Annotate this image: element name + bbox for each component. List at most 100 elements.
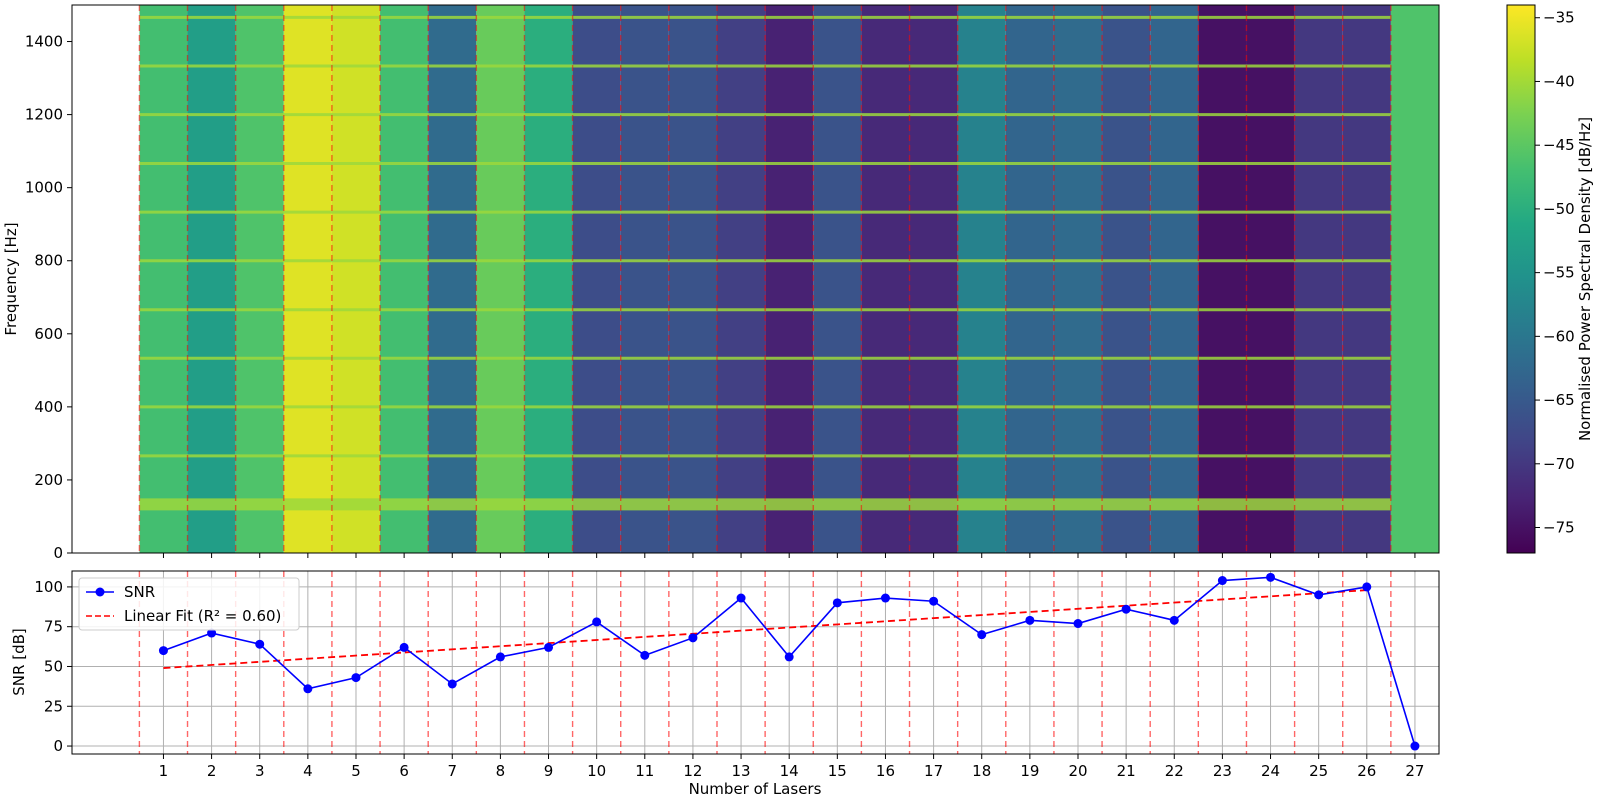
snr-y-tick-label: 0 [53, 737, 63, 755]
snr-x-tick-label: 3 [255, 762, 265, 780]
snr-x-tick-label: 22 [1165, 762, 1184, 780]
snr-x-tick-label: 27 [1405, 762, 1424, 780]
spectrogram-segment [1150, 5, 1199, 553]
spectrogram-segment [620, 5, 669, 553]
colorbar-tick-label: −35 [1543, 9, 1575, 27]
spectrogram-segment [187, 5, 236, 553]
spectrogram-segment [1198, 5, 1247, 553]
legend-entry-snr: SNR [86, 583, 155, 601]
spectrogram-segment [476, 5, 525, 553]
colorbar-tick-label: −40 [1543, 72, 1575, 90]
snr-point [592, 617, 602, 627]
spectrogram-segment [1246, 5, 1295, 553]
snr-x-tick-label: 26 [1357, 762, 1376, 780]
spectrogram-segment [524, 5, 573, 553]
snr-point [351, 673, 361, 683]
spectrogram-segment [716, 5, 766, 553]
snr-x-tick-label: 23 [1213, 762, 1232, 780]
snr-point [1266, 572, 1276, 582]
snr-x-tick-label: 15 [828, 762, 847, 780]
snr-plot-area [72, 571, 1439, 754]
colorbar-tick-label: −75 [1543, 519, 1575, 537]
spectrogram-segment [1053, 5, 1103, 553]
legend-box [78, 577, 300, 631]
snr-frame [71, 570, 1440, 755]
snr-x-tick-label: 20 [1068, 762, 1087, 780]
colorbar-tick-label: −45 [1543, 136, 1575, 154]
spectrogram-y-tick-label: 1200 [25, 106, 63, 124]
snr-point [784, 652, 794, 662]
legend-label-linear-fit: Linear Fit (R² = 0.60) [124, 607, 281, 625]
snr-point [303, 684, 313, 694]
legend-label-snr: SNR [124, 583, 155, 601]
snr-x-tick-label: 19 [1020, 762, 1039, 780]
snr-x-tick-label: 9 [544, 762, 554, 780]
spectrogram-segment [957, 5, 1006, 553]
spectrogram-frame [71, 4, 1440, 554]
spectrogram-segment [668, 5, 717, 553]
snr-x-tick-label: 24 [1261, 762, 1280, 780]
snr-x-tick-label: 5 [351, 762, 361, 780]
spectrogram-segment [765, 5, 814, 553]
spectrogram-segment [1005, 5, 1054, 553]
snr-point [495, 652, 505, 662]
colorbar-tick-label: −65 [1543, 391, 1575, 409]
snr-point [880, 593, 890, 603]
snr-x-tick-label: 1 [159, 762, 169, 780]
snr-x-tick-label: 11 [635, 762, 654, 780]
snr-point [1025, 615, 1035, 625]
spectrogram-y-tick-label: 1400 [25, 33, 63, 51]
snr-x-tick-label: 8 [496, 762, 506, 780]
snr-point [207, 628, 217, 638]
snr-x-tick-label: 2 [207, 762, 217, 780]
spectrogram-y-tick-label: 800 [34, 252, 63, 270]
snr-y-tick-label: 100 [34, 578, 63, 596]
snr-x-axis-label: Number of Lasers [689, 780, 822, 798]
spectrogram-y-tick-label: 1000 [25, 179, 63, 197]
snr-x-tick-label: 13 [732, 762, 751, 780]
snr-point [1362, 582, 1372, 592]
spectrogram-y-tick-label: 0 [53, 544, 63, 562]
snr-point [640, 650, 650, 660]
spectrogram-segment [139, 5, 188, 553]
spectrogram-y-tick-label: 200 [34, 471, 63, 489]
snr-x-tick-label: 25 [1309, 762, 1328, 780]
spectrogram-y-tick-label: 400 [34, 398, 63, 416]
snr-point [1073, 619, 1083, 629]
spectrogram-segment [909, 5, 958, 553]
spectrogram-segment [1390, 5, 1439, 553]
snr-point [929, 596, 939, 606]
spectrogram-segment [572, 5, 621, 553]
snr-x-tick-label: 6 [399, 762, 409, 780]
spectrogram-segment [1294, 5, 1343, 553]
snr-point [158, 646, 168, 656]
spectrogram-segment [428, 5, 477, 553]
linear-fit-line [163, 589, 1367, 669]
spectrogram-y-tick-label: 600 [34, 325, 63, 343]
spectrogram-segment [235, 5, 284, 553]
snr-point [1121, 604, 1131, 614]
colorbar-tick-label: −60 [1543, 327, 1575, 345]
spectrogram-segment [1342, 5, 1391, 553]
spectrogram-segment [861, 5, 910, 553]
colorbar: −35 −40 −45 −50 −55 −60 −65 −70 −75 Normalised P… [1506, 4, 1594, 554]
colorbar-label: Normalised Power Spectral Density [dB/Hz… [1576, 117, 1594, 441]
spectrogram-y-axis-label: Frequency [Hz] [2, 222, 20, 335]
snr-y-axis-label: SNR [dB] [10, 628, 28, 695]
snr-x-tick-label: 18 [972, 762, 991, 780]
snr-x-tick-label: 21 [1117, 762, 1136, 780]
snr-y-tick-label: 50 [44, 657, 63, 675]
snr-point [399, 642, 409, 652]
spectrogram-empty-region [72, 5, 140, 553]
spectrogram-segment [380, 5, 429, 553]
snr-x-tick-label: 14 [780, 762, 799, 780]
snr-point [977, 630, 987, 640]
spectrogram-segment [813, 5, 862, 553]
colorbar-tick-label: −50 [1543, 200, 1575, 218]
snr-x-tick-label: 4 [303, 762, 313, 780]
snr-y-tick-label: 75 [44, 618, 63, 636]
colorbar-tick-label: −70 [1543, 455, 1575, 473]
spectrogram-segment [331, 5, 381, 553]
